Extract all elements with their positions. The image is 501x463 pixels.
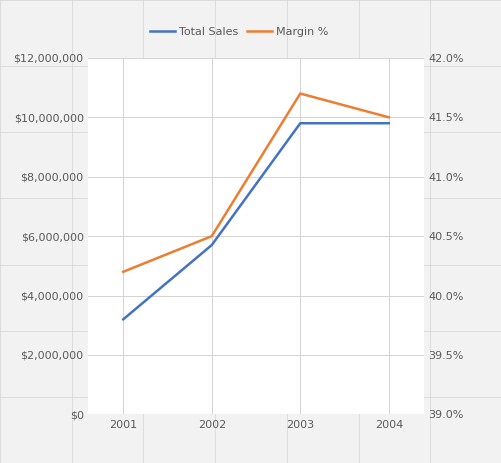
Margin % <box>208 233 214 239</box>
Total Sales <box>297 120 303 126</box>
Margin % <box>297 91 303 96</box>
Legend: Total Sales, Margin %: Total Sales, Margin % <box>145 22 332 41</box>
Total Sales <box>208 242 214 248</box>
Line: Total Sales: Total Sales <box>123 123 388 319</box>
Margin % <box>120 269 126 275</box>
Line: Margin %: Margin % <box>123 94 388 272</box>
Margin % <box>385 114 391 120</box>
Total Sales <box>120 317 126 322</box>
Total Sales <box>385 120 391 126</box>
